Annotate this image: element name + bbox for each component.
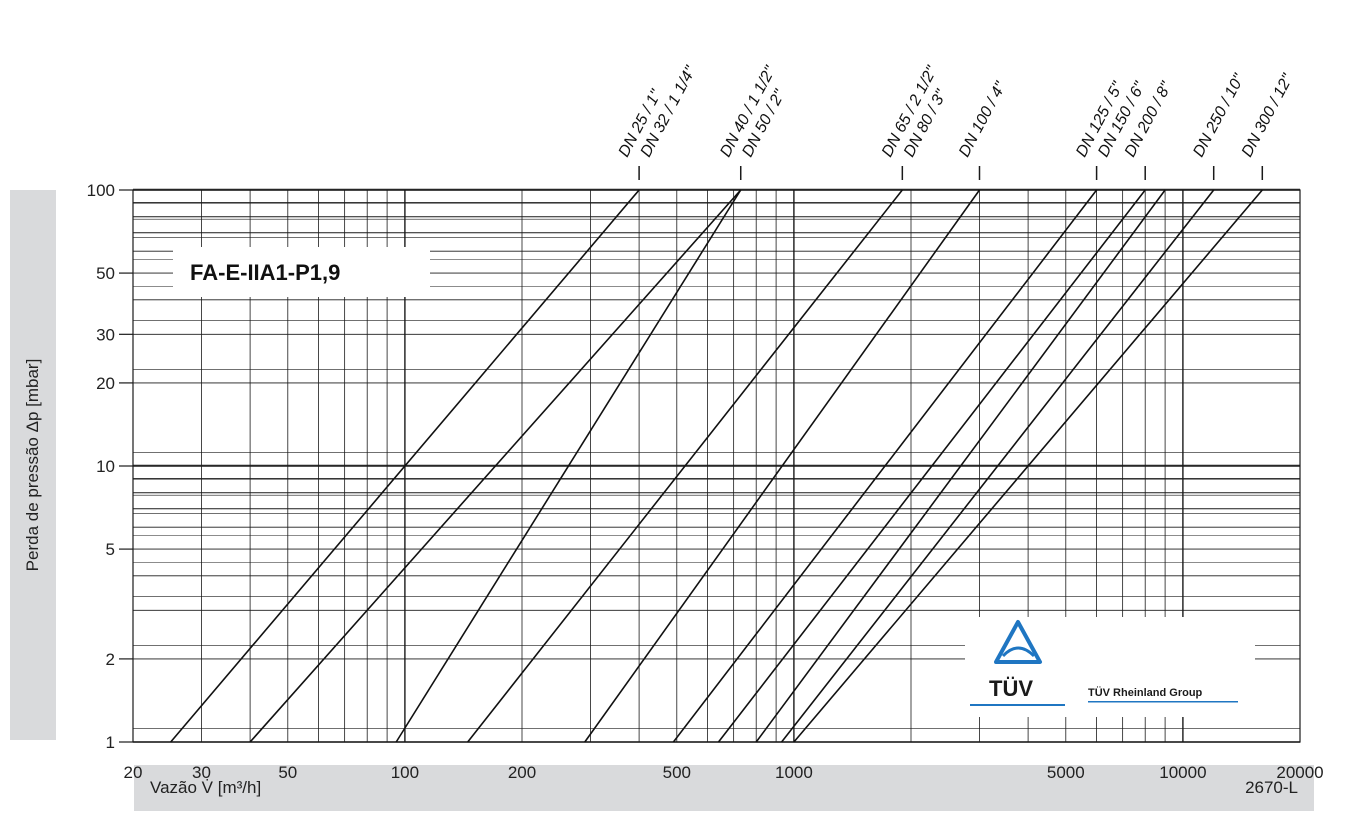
x-tick-label: 200 — [508, 763, 536, 782]
series-line — [755, 189, 1166, 743]
tuv-logo-group: TÜV Rheinland Group — [1088, 686, 1203, 699]
dn-label: DN 300 / 12" — [1239, 70, 1297, 160]
y-tick-label: 2 — [106, 650, 115, 669]
x-axis-label: Vazão V̇ [m³/h] — [150, 778, 262, 797]
series-line — [780, 189, 1215, 743]
x-tick-label: 1000 — [775, 763, 813, 782]
y-tick-label: 100 — [87, 181, 115, 200]
x-axis-label-box: Vazão V̇ [m³/h] 2670-L — [134, 765, 1314, 811]
y-tick-label: 50 — [96, 264, 115, 283]
x-tick-label: 5000 — [1047, 763, 1085, 782]
series-line — [793, 189, 1263, 743]
y-tick-label: 1 — [106, 733, 115, 752]
model-box: FA-E-IIA1-P1,9 — [173, 247, 430, 297]
chart-title: FA-E-IIA1-P1,9 — [190, 260, 340, 285]
y-tick-label: 20 — [96, 374, 115, 393]
y-tick-label: 5 — [106, 540, 115, 559]
series-line — [467, 189, 903, 743]
series-line — [672, 189, 1098, 743]
x-tick-label: 10000 — [1159, 763, 1206, 782]
x-tick-label: 20000 — [1276, 763, 1323, 782]
y-tick-label: 10 — [96, 457, 115, 476]
dn-labels: DN 25 / 1"DN 32 / 1 1/4" DN 40 / 1 1/2"DN… — [616, 62, 1297, 180]
tick-labels: 1 2 5 10 20 30 50 100 20 30 50 100 200 500 1000 5000 100… — [87, 181, 1324, 782]
series-line — [717, 189, 1146, 743]
tuv-logo-word: TÜV — [989, 676, 1033, 701]
x-tick-label: 500 — [663, 763, 691, 782]
chart-code: 2670-L — [1245, 778, 1298, 797]
x-tick-label: 100 — [391, 763, 419, 782]
tuv-logo: TÜV TÜV Rheinland Group — [965, 617, 1255, 717]
series-line — [395, 189, 742, 743]
series-line — [249, 189, 742, 743]
series-line — [170, 189, 640, 743]
x-tick-label: 20 — [124, 763, 143, 782]
dn-label: DN 250 / 10" — [1190, 70, 1248, 160]
tuv-triangle-icon — [994, 620, 1042, 664]
series-line — [584, 189, 981, 743]
y-axis-label-box — [10, 190, 56, 740]
y-tick-label: 30 — [96, 325, 115, 344]
dn-label: DN 100 / 4" — [956, 78, 1010, 160]
x-tick-label: 30 — [192, 763, 211, 782]
x-tick-label: 50 — [278, 763, 297, 782]
series-lines — [170, 189, 1263, 743]
